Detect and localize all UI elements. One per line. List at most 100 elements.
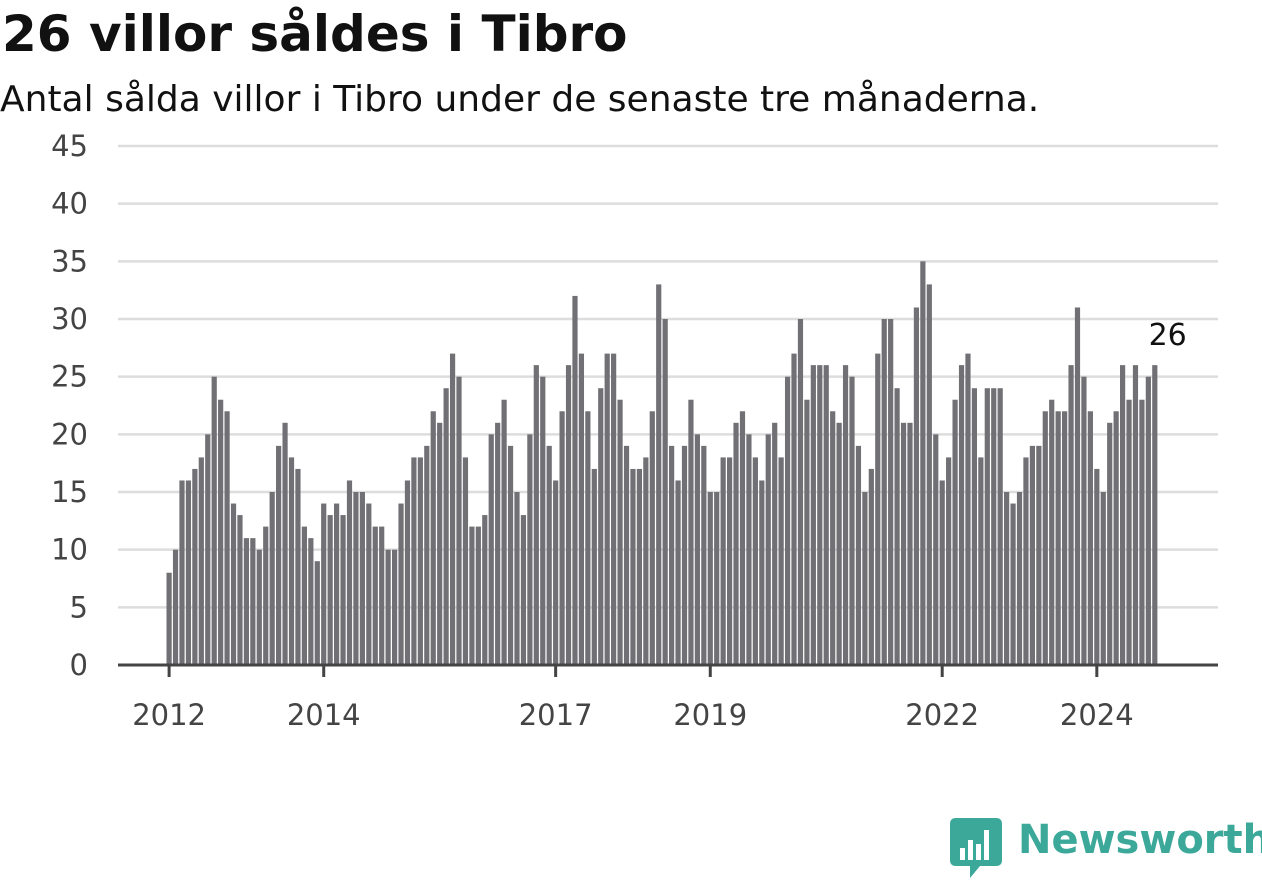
brand-name: Newsworthy: [1018, 817, 1262, 863]
bar: [359, 492, 365, 665]
bar: [791, 353, 797, 665]
bar: [269, 492, 275, 665]
bar: [250, 538, 256, 665]
bar: [720, 457, 726, 665]
value-annotation: 26: [1149, 318, 1187, 353]
bar: [1081, 376, 1087, 665]
bar: [946, 457, 952, 665]
bar: [507, 445, 514, 665]
bar: [958, 365, 965, 665]
x-tick-label: 2022: [905, 698, 979, 732]
bar: [1049, 399, 1055, 665]
bar: [849, 376, 855, 665]
bar: [855, 445, 862, 665]
x-axis: 2012 2014 2017 2019 2022 2024: [118, 663, 1218, 732]
bar: [224, 411, 230, 665]
bar: [411, 457, 417, 665]
bar: [301, 526, 307, 665]
bar: [778, 457, 784, 665]
bar: [862, 492, 868, 665]
bar: [662, 319, 668, 665]
bar: [933, 434, 939, 665]
y-tick-label: 5: [70, 590, 88, 624]
bar: [385, 549, 391, 665]
bar: [237, 515, 243, 665]
bar: [449, 353, 456, 665]
bar: [398, 503, 404, 665]
bar: [746, 434, 752, 665]
bar: [759, 480, 765, 665]
bar: [192, 468, 198, 665]
bar: [1094, 468, 1100, 665]
bar: [772, 422, 778, 665]
bar: [1023, 457, 1029, 665]
bar: [520, 515, 527, 665]
bar: [952, 399, 958, 665]
bar: [765, 434, 771, 665]
bar: [495, 422, 501, 665]
bar: [1152, 365, 1158, 665]
bar: [752, 457, 758, 665]
y-tick-label: 0: [70, 648, 88, 682]
bar: [971, 388, 978, 665]
bar: [1036, 445, 1042, 665]
bar: [553, 480, 559, 665]
bar: [198, 457, 204, 665]
bar: [636, 468, 642, 665]
bar: [939, 480, 945, 665]
bar: [1068, 365, 1074, 665]
bar: [727, 457, 733, 665]
y-axis-labels: 0 5 10 15 20 25 30 35 40 45: [51, 129, 88, 682]
bar: [288, 457, 295, 665]
x-tick-label: 2024: [1060, 698, 1134, 732]
bar: [701, 445, 707, 665]
chart-title: 26 villor såldes i Tibro: [2, 5, 628, 63]
x-tick-label: 2012: [132, 698, 206, 732]
bar: [185, 480, 192, 665]
bar: [334, 503, 340, 665]
bar: [211, 376, 217, 665]
bar: [894, 388, 900, 665]
bar: [1042, 411, 1048, 665]
bar: [276, 445, 282, 665]
bar: [340, 515, 346, 665]
bar: [501, 399, 507, 665]
bar: [733, 422, 739, 665]
bar: [913, 307, 920, 665]
bar: [817, 365, 823, 665]
bar: [482, 515, 488, 665]
bar: [379, 526, 385, 665]
bar: [810, 365, 816, 665]
bar: [424, 445, 430, 665]
bar: [991, 388, 997, 665]
bar: [707, 492, 713, 665]
bar: [469, 526, 475, 665]
bar: [907, 422, 913, 665]
bar: [295, 468, 301, 665]
bar: [591, 468, 597, 665]
bar: [263, 526, 269, 665]
x-tick-label: 2017: [519, 698, 593, 732]
bar: [681, 445, 688, 665]
x-tick-label: 2019: [673, 698, 747, 732]
y-tick-label: 35: [51, 244, 88, 278]
bar: [997, 388, 1003, 665]
bar: [533, 365, 539, 665]
bar: [243, 538, 250, 665]
bar: [321, 503, 327, 665]
bar: [868, 468, 874, 665]
bar: [1145, 376, 1151, 665]
bars: [166, 261, 1158, 665]
bar: [630, 468, 636, 665]
bar: [694, 434, 700, 665]
bar: [456, 376, 462, 665]
bar: [314, 561, 320, 665]
x-tick-label: 2014: [287, 698, 361, 732]
bar: [984, 388, 990, 665]
bar: [559, 411, 565, 665]
bar: [218, 399, 224, 665]
bar: [546, 445, 552, 665]
y-tick-label: 10: [51, 533, 88, 567]
bar: [443, 388, 449, 665]
